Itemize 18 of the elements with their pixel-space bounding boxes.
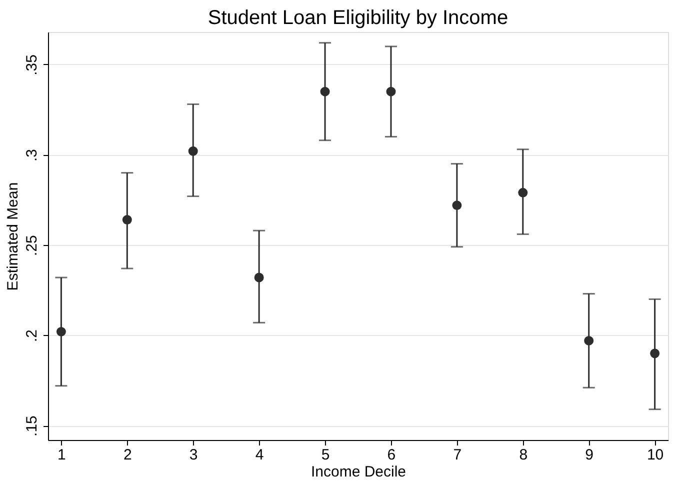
y-tick-label: .3 xyxy=(24,149,40,162)
x-tick-label: 5 xyxy=(321,446,330,464)
x-tick-label: 3 xyxy=(189,446,198,464)
x-tick-label: 1 xyxy=(58,446,66,464)
x-axis-title: Income Decile xyxy=(310,464,406,480)
x-tick-label: 2 xyxy=(123,446,132,464)
x-tick-label: 6 xyxy=(387,446,396,464)
y-tick-label: .2 xyxy=(24,330,40,342)
y-tick-label: .35 xyxy=(24,54,40,76)
y-tick-label: .15 xyxy=(24,416,40,436)
y-tick-label: .25 xyxy=(24,235,40,256)
x-tick-label: 4 xyxy=(255,446,264,464)
y-axis-title: Estimated Mean xyxy=(4,182,22,291)
chart-title: Student Loan Eligibility by Income xyxy=(208,7,508,29)
x-tick-label: 8 xyxy=(519,446,528,464)
x-tick-label: 10 xyxy=(646,446,664,464)
x-tick-label: 7 xyxy=(453,446,462,464)
x-tick-label: 9 xyxy=(585,446,594,464)
